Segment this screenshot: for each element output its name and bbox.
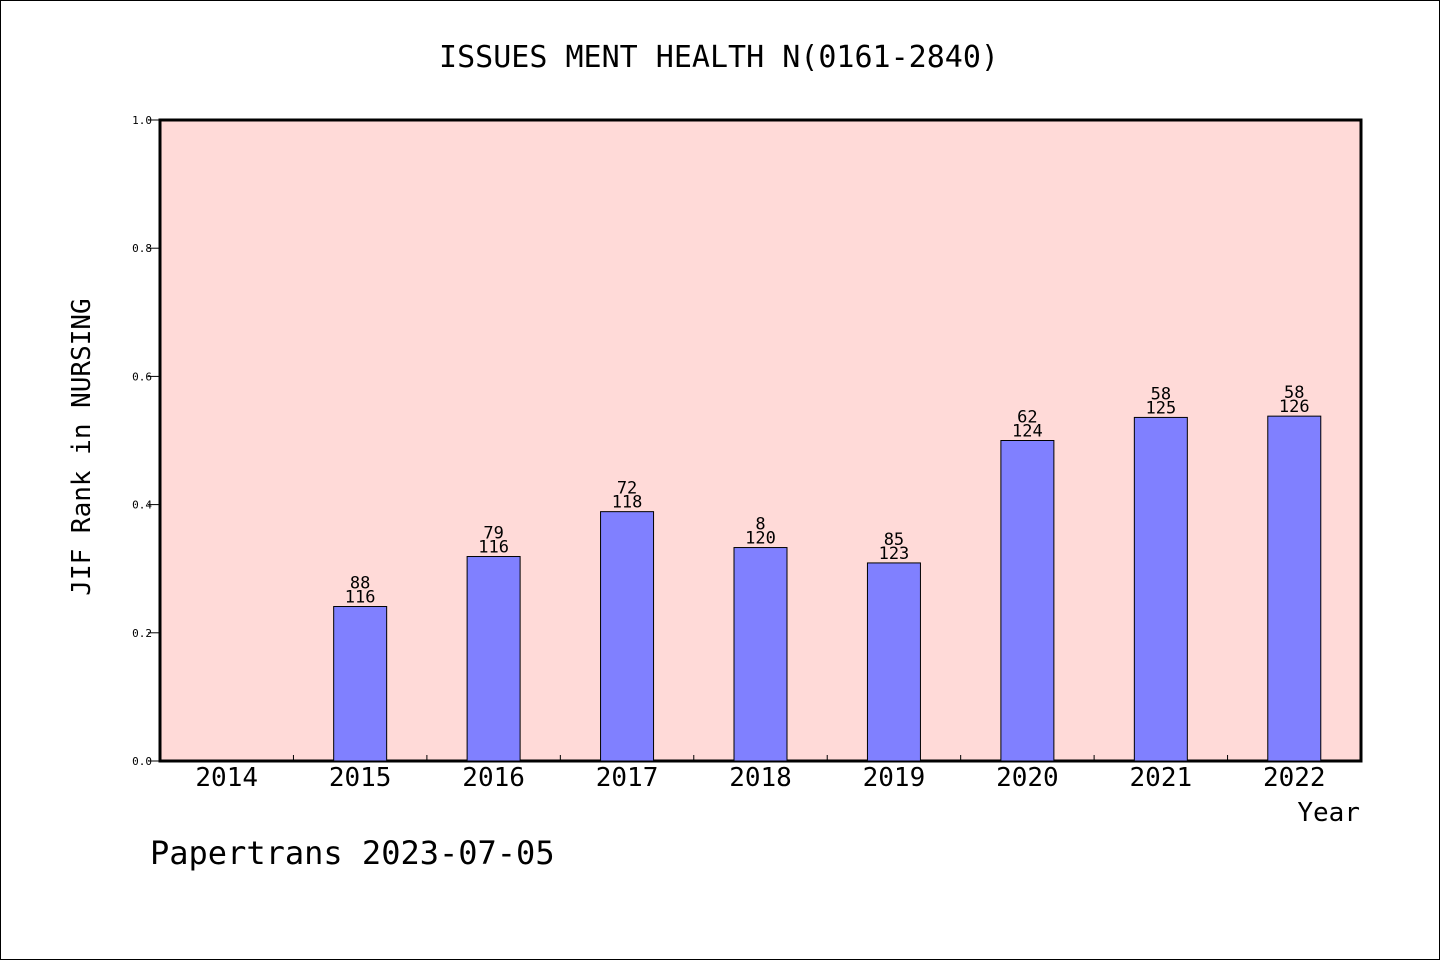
x-tick-label: 2016: [462, 763, 525, 793]
bar-rank-label: 85: [884, 530, 904, 550]
x-tick-label: 2021: [1130, 763, 1193, 793]
bar-total-label: 123: [879, 544, 910, 564]
y-axis: 0.0 0.2 0.4 0.6 0.8 1.0: [132, 114, 160, 768]
bar-series: [333, 415, 1322, 762]
bar: [466, 556, 521, 762]
bar-total-label: 116: [478, 538, 509, 558]
bar: [866, 562, 921, 762]
y-tick-label: 0.0: [132, 755, 152, 768]
bar: [333, 606, 388, 762]
bar-rank-label: 79: [483, 524, 503, 544]
bar-rank-label: 58: [1151, 384, 1171, 404]
bar-total-label: 120: [745, 529, 776, 549]
bar-rank-label: 8: [755, 515, 765, 535]
bar-rank-label: 72: [617, 479, 637, 499]
x-tick-label: 2018: [729, 763, 792, 793]
bar-rank-label: 88: [350, 574, 370, 594]
y-tick-label: 0.8: [132, 242, 152, 255]
x-tick-label: 2015: [329, 763, 392, 793]
bar-total-label: 118: [612, 493, 643, 513]
x-tick-label: 2022: [1263, 763, 1326, 793]
bar-total-label: 125: [1145, 398, 1176, 418]
x-axis: 2014 2015 2016 2017 2018 2019 2020 2021 2022: [195, 755, 1326, 793]
bar: [733, 547, 788, 762]
y-tick-label: 0.4: [132, 499, 152, 512]
footer-credit: Papertrans 2023-07-05: [150, 834, 555, 872]
x-tick-label: 2014: [195, 763, 258, 793]
y-tick-label: 0.6: [132, 370, 152, 383]
y-tick-label: 0.2: [132, 627, 152, 640]
y-axis-label: JIF Rank in NURSING: [67, 298, 97, 595]
bar-rank-label: 58: [1284, 383, 1304, 403]
chart-title: ISSUES MENT HEALTH N(0161-2840): [439, 40, 999, 75]
bar: [600, 511, 655, 762]
bar: [1000, 440, 1055, 762]
x-tick-label: 2020: [996, 763, 1059, 793]
x-tick-label: 2019: [863, 763, 926, 793]
x-tick-label: 2017: [596, 763, 659, 793]
bar-total-label: 126: [1279, 397, 1310, 417]
bar: [1267, 415, 1322, 762]
x-axis-label: Year: [1297, 798, 1360, 828]
bar-rank-label: 62: [1017, 408, 1037, 428]
bar: [1133, 416, 1188, 762]
bar-total-label: 116: [345, 588, 376, 608]
y-tick-label: 1.0: [132, 114, 152, 127]
bar-total-label: 124: [1012, 422, 1043, 442]
